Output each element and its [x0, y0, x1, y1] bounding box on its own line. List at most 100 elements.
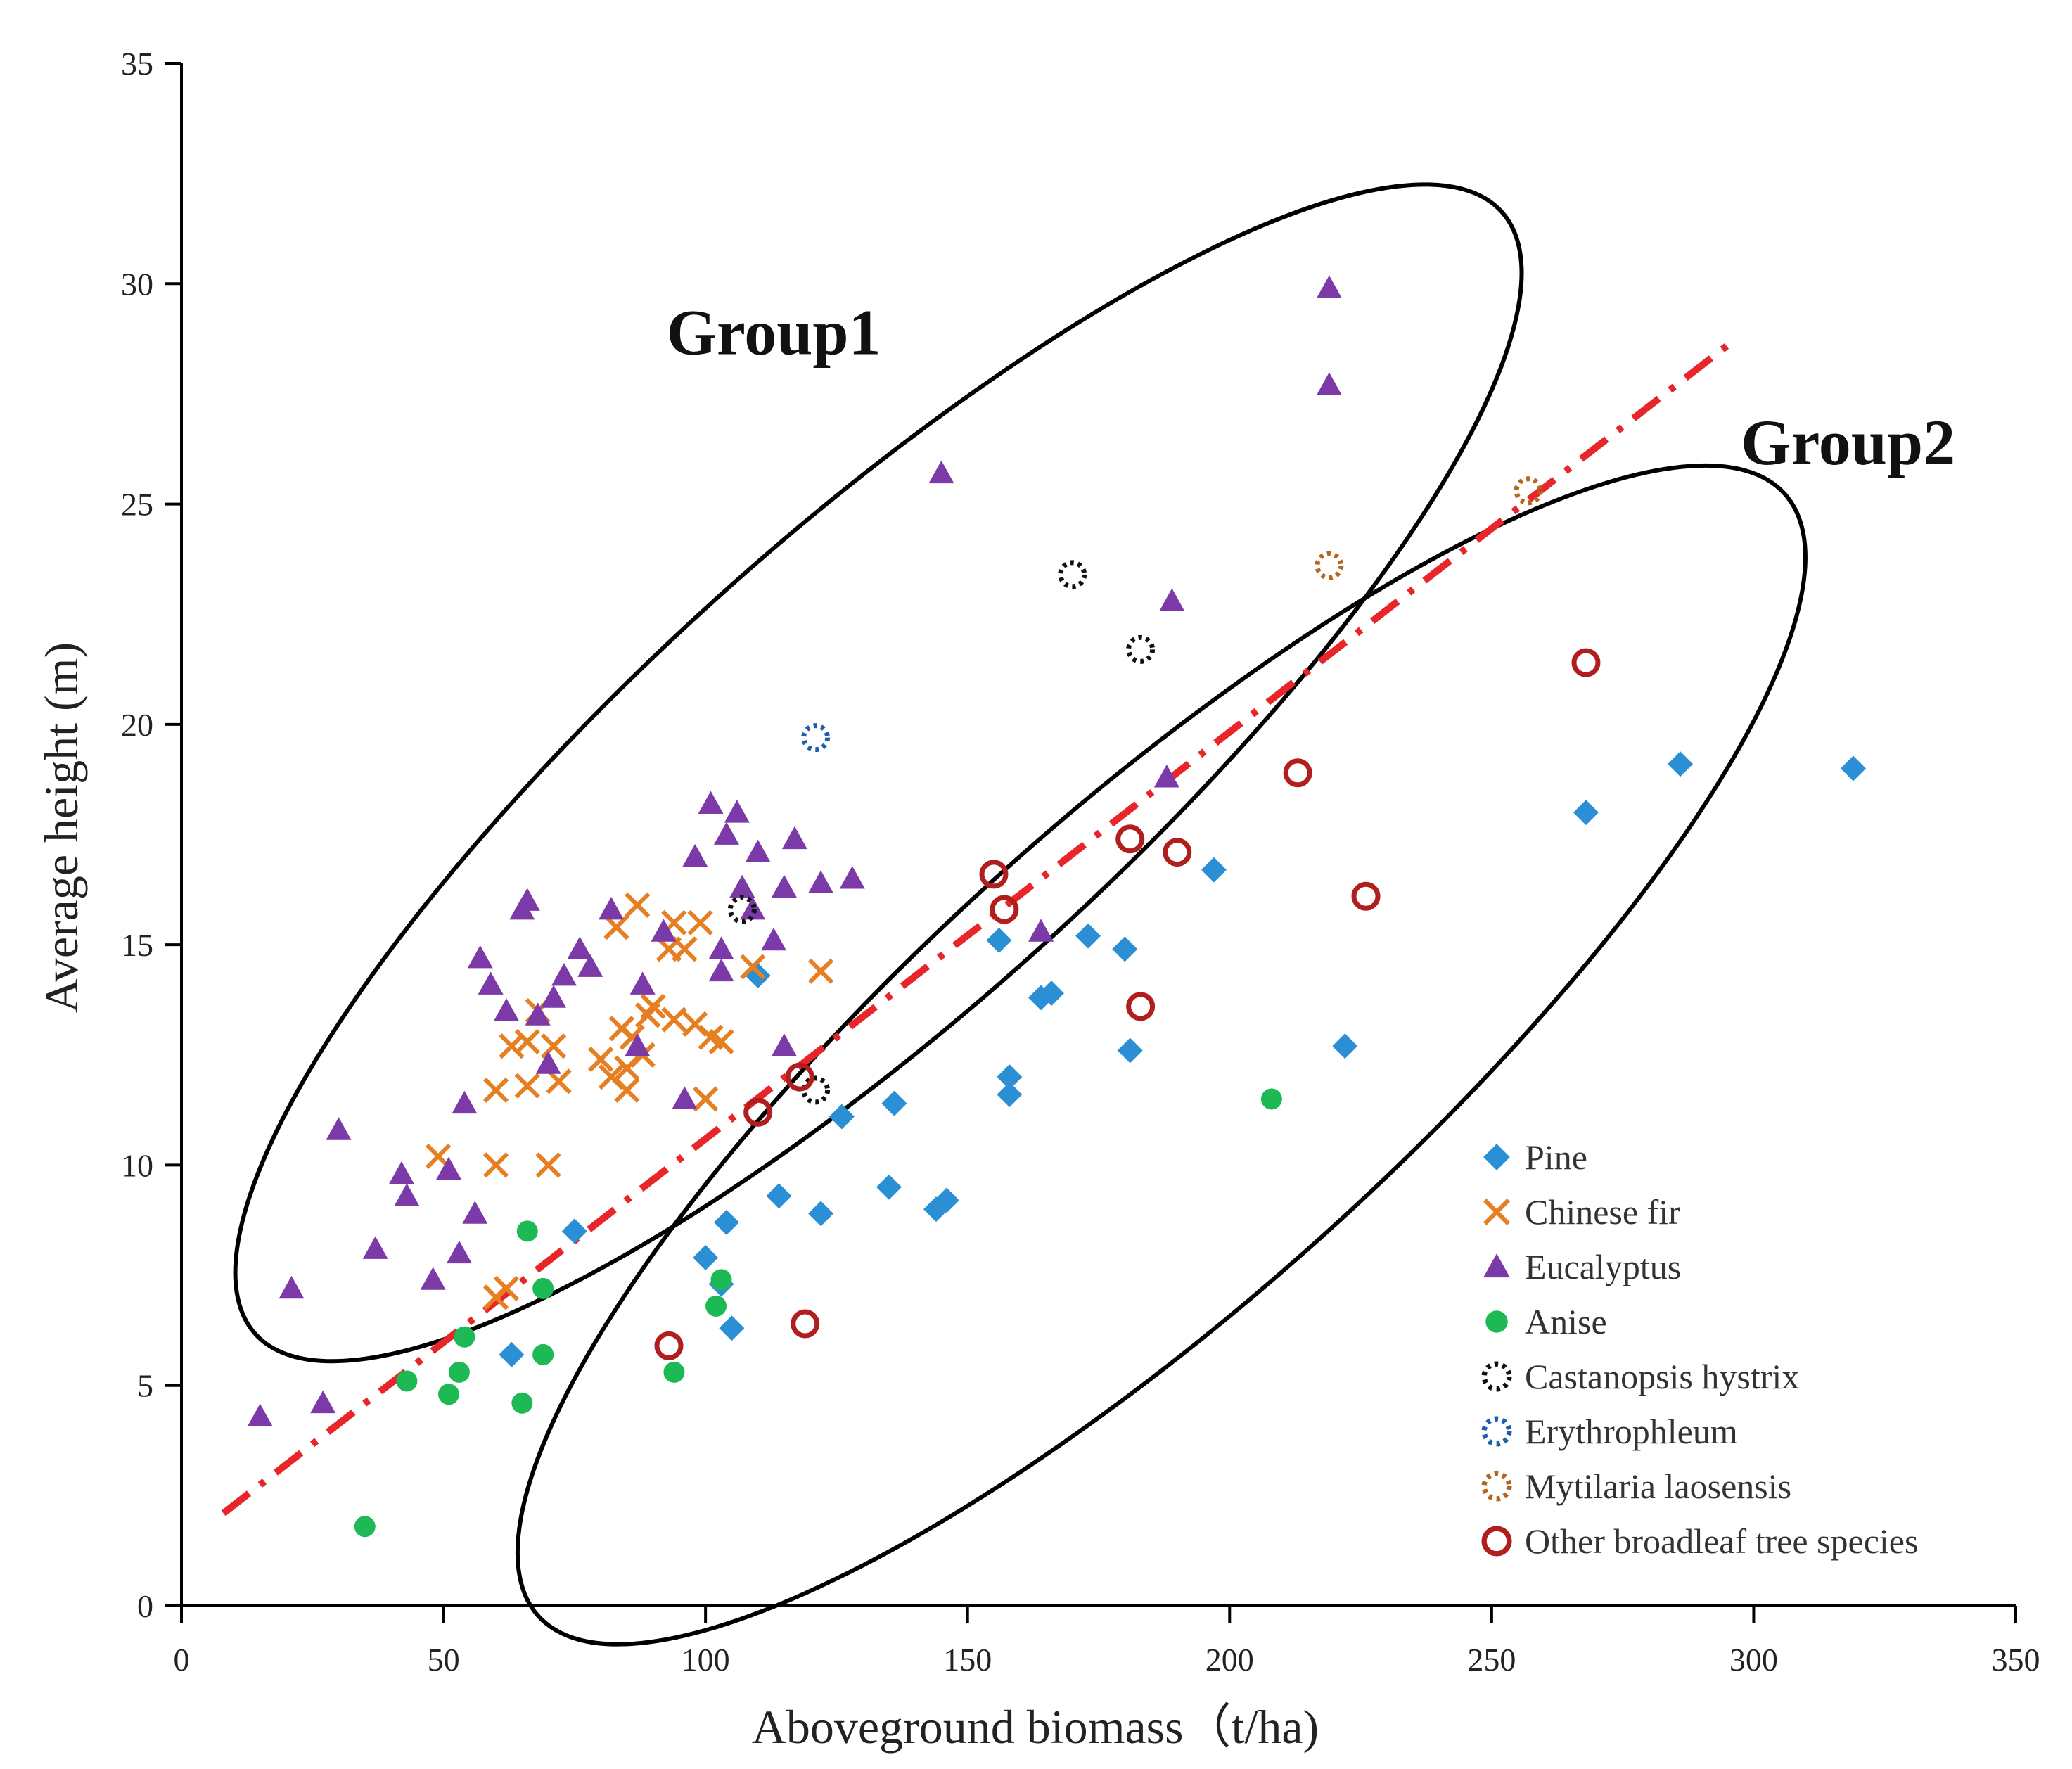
point-mytilaria-laosensis [1514, 476, 1543, 506]
point-chinese-fir-stroke-b [625, 892, 651, 918]
point-pine [719, 1315, 745, 1341]
point-pine [1038, 981, 1064, 1007]
point-pine [561, 1218, 587, 1244]
point-pine [1112, 936, 1138, 962]
point-pine [1841, 755, 1867, 781]
point-castanopsis-hystrix [1126, 634, 1156, 664]
point-chinese-fir [672, 936, 698, 962]
point-pine [693, 1245, 719, 1271]
point-other-broadleaf-tree-species [990, 895, 1019, 924]
point-eucalyptus [740, 897, 766, 920]
point-pine [1573, 800, 1599, 826]
point-anise [516, 1220, 538, 1242]
point-chinese-fir-stroke-b [740, 954, 766, 980]
region-group1 [233, 182, 1524, 1364]
point-anise [663, 1361, 685, 1383]
series-mytilaria-laosensis [1315, 476, 1543, 580]
legend-label-anise: Anise [1525, 1302, 1607, 1341]
y-tick-label: 30 [121, 266, 153, 302]
point-eucalyptus [525, 1002, 551, 1026]
point-pine [986, 927, 1012, 953]
point-eucalyptus [462, 1201, 488, 1224]
point-anise [532, 1343, 554, 1365]
x-axis-title: Aboveground biomass（t/ha) [752, 1700, 1319, 1754]
point-pine [1668, 751, 1694, 777]
x-tick-label: 300 [1729, 1642, 1778, 1678]
legend-label-other-broadleaf-tree-species: Other broadleaf tree species [1525, 1521, 1918, 1561]
point-chinese-fir [514, 1073, 540, 1099]
x-tick-label: 150 [943, 1642, 992, 1678]
point-chinese-fir-stroke-b [493, 1275, 520, 1301]
legend-marker-eucalyptus [1483, 1253, 1510, 1278]
annotations: Group1 Group2 [666, 297, 1955, 479]
y-tick-label: 5 [137, 1368, 153, 1404]
point-other-broadleaf-tree-species [743, 1097, 773, 1127]
point-chinese-fir-stroke-b [425, 1143, 452, 1170]
point-eucalyptus [514, 888, 540, 911]
point-anise [396, 1370, 418, 1392]
point-eucalyptus [467, 945, 493, 969]
point-eucalyptus [1159, 588, 1185, 611]
point-eucalyptus [446, 1240, 472, 1264]
point-chinese-fir [587, 1046, 614, 1073]
series-erythrophleum [801, 723, 831, 753]
point-chinese-fir-stroke-b [708, 1028, 734, 1055]
point-chinese-fir-stroke-b [672, 936, 698, 962]
point-eucalyptus [729, 874, 755, 898]
point-other-broadleaf-tree-species [1283, 758, 1312, 788]
point-chinese-fir-stroke-b [499, 1033, 525, 1059]
point-eucalyptus [839, 866, 865, 889]
point-castanopsis-hystrix [1058, 560, 1087, 589]
series-castanopsis-hystrix [727, 560, 1156, 1105]
legend-marker-erythrophleum [1481, 1416, 1512, 1447]
point-pine [1332, 1033, 1358, 1059]
group-regions [233, 182, 1808, 1647]
point-eucalyptus [394, 1183, 420, 1206]
point-eucalyptus [724, 800, 750, 823]
legend-marker-other-broadleaf-tree-species [1481, 1526, 1512, 1557]
trendline [221, 343, 1730, 1516]
point-eucalyptus [279, 1275, 305, 1299]
data-points [247, 275, 1867, 1538]
point-anise [448, 1361, 470, 1383]
point-other-broadleaf-tree-species [979, 860, 1009, 889]
point-eucalyptus [745, 839, 771, 862]
point-castanopsis-hystrix [727, 895, 757, 924]
legend-label-erythrophleum: Erythrophleum [1525, 1412, 1738, 1451]
point-other-broadleaf-tree-species [1351, 881, 1381, 911]
point-eucalyptus [771, 874, 797, 898]
point-chinese-fir-stroke-b [482, 1077, 509, 1104]
point-chinese-fir [640, 993, 666, 1019]
point-eucalyptus [420, 1267, 446, 1290]
y-tick-label: 10 [121, 1147, 153, 1183]
point-eucalyptus [1316, 372, 1342, 395]
point-chinese-fir [807, 958, 834, 984]
point-chinese-fir-stroke-b [535, 1152, 561, 1178]
point-pine [713, 1209, 739, 1235]
legend-marker-anise [1485, 1310, 1508, 1333]
legend: Pine Chinese fir Eucalyptus Anise Castanopsi… [1481, 1137, 1918, 1561]
point-chinese-fir-stroke-b [546, 1068, 572, 1094]
legend-marker-chinese-fir [1483, 1198, 1511, 1226]
point-other-broadleaf-tree-species [791, 1309, 820, 1339]
point-eucalyptus [771, 1033, 797, 1056]
point-pine [808, 1201, 834, 1227]
point-chinese-fir-stroke-b [614, 1077, 640, 1104]
point-eucalyptus [1028, 919, 1054, 942]
y-tick-label: 15 [121, 927, 153, 963]
point-chinese-fir [708, 1028, 734, 1055]
point-pine [745, 963, 771, 989]
y-tick-label: 35 [121, 46, 153, 82]
point-anise [1260, 1088, 1282, 1110]
point-other-broadleaf-tree-species [1571, 648, 1601, 677]
point-eucalyptus [625, 1033, 651, 1056]
point-chinese-fir-stroke-b [682, 1011, 708, 1037]
point-eucalyptus [808, 870, 834, 893]
point-eucalyptus [651, 919, 677, 942]
point-other-broadleaf-tree-species [1115, 824, 1145, 854]
point-eucalyptus [388, 1161, 414, 1184]
point-chinese-fir [499, 1033, 525, 1059]
point-other-broadleaf-tree-species [785, 1062, 814, 1092]
